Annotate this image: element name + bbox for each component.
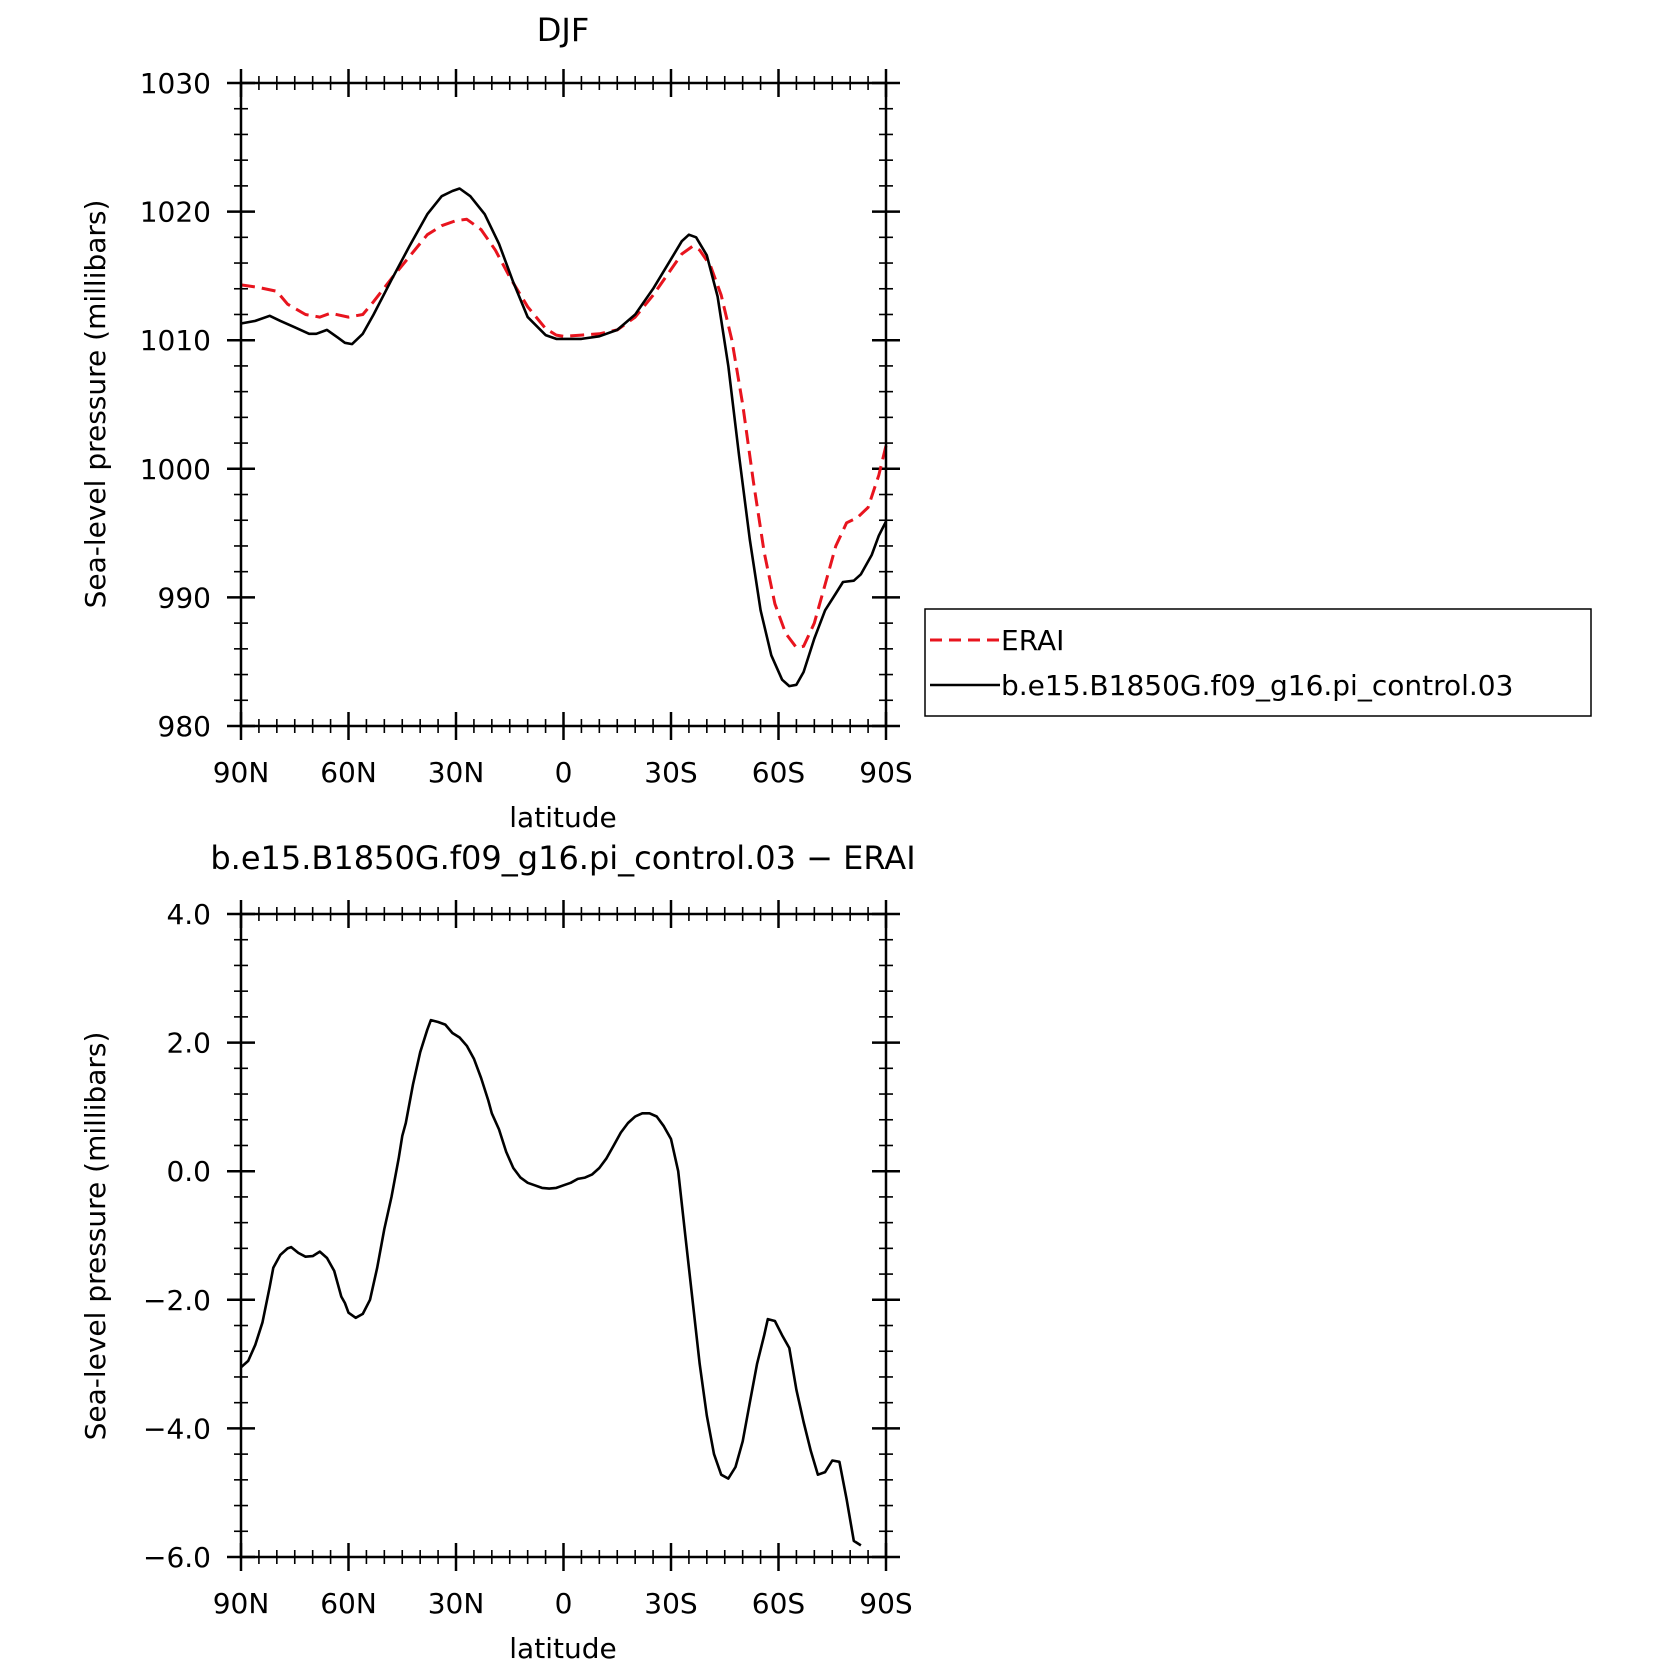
y-tick-label: 980 — [158, 710, 211, 743]
x-tick-label: 30N — [428, 1587, 485, 1620]
bottom-chart-xlabel: latitude — [509, 1632, 616, 1663]
bottom-chart-title: b.e15.B1850G.f09_g16.pi_control.03 − ERA… — [210, 839, 915, 877]
bottom-chart-series — [240, 1018, 862, 1547]
y-tick-label: −2.0 — [143, 1284, 211, 1317]
legend-box — [924, 608, 1592, 717]
x-tick-label: 0 — [555, 1587, 573, 1620]
legend-label-model: b.e15.B1850G.f09_g16.pi_control.03 — [1001, 669, 1513, 702]
top-chart-frame — [239, 81, 888, 728]
top-series-line-1 — [240, 187, 888, 688]
top-chart-title: DJF — [537, 11, 589, 49]
top-chart-legend: ERAI b.e15.B1850G.f09_g16.pi_control.03 — [924, 608, 1592, 717]
x-tick-label: 90N — [213, 1587, 270, 1620]
top-chart-panel: DJF Sea-level pressure (millibars) latit… — [79, 11, 913, 834]
y-tick-label: 2.0 — [166, 1027, 211, 1060]
x-tick-label: 0 — [555, 756, 573, 789]
x-tick-label: 90S — [859, 756, 912, 789]
x-tick-label: 30S — [644, 756, 697, 789]
x-tick-label: 30N — [428, 756, 485, 789]
y-tick-label: −6.0 — [143, 1541, 211, 1574]
x-tick-label: 60S — [752, 1587, 805, 1620]
y-tick-label: 1020 — [140, 196, 211, 229]
top-chart-series — [240, 187, 888, 688]
y-tick-label: −4.0 — [143, 1412, 211, 1445]
bottom-chart-frame — [239, 912, 888, 1559]
top-chart-xlabel: latitude — [509, 801, 616, 834]
bottom-chart-ylabel: Sea-level pressure (millibars) — [79, 1032, 112, 1441]
y-tick-label: 4.0 — [166, 898, 211, 931]
y-tick-label: 1010 — [140, 324, 211, 357]
x-tick-label: 60N — [320, 756, 377, 789]
x-tick-label: 90S — [859, 1587, 912, 1620]
top-chart-ylabel: Sea-level pressure (millibars) — [79, 200, 112, 609]
x-tick-label: 90N — [213, 756, 270, 789]
x-tick-label: 30S — [644, 1587, 697, 1620]
bottom-series-line-0 — [240, 1018, 862, 1547]
y-tick-label: 1000 — [140, 453, 211, 486]
y-tick-label: 1030 — [140, 67, 211, 100]
top-chart-ticks: 980 990 1000 1010 1020 1030 90N 60N 30N 0 30S 60S 90… — [140, 67, 913, 789]
bottom-chart-panel: b.e15.B1850G.f09_g16.pi_control.03 − ERA… — [79, 839, 916, 1663]
legend-label-erai: ERAI — [1001, 624, 1064, 657]
y-tick-label: 0.0 — [166, 1155, 211, 1188]
y-tick-label: 990 — [158, 581, 211, 614]
x-tick-label: 60N — [320, 1587, 377, 1620]
bottom-chart-ticks: −6.0 −4.0 −2.0 0.0 2.0 4.0 90N 60N 30N 0 30S 60S 90S — [143, 898, 913, 1620]
x-tick-label: 60S — [752, 756, 805, 789]
top-series-line-0 — [240, 217, 888, 650]
